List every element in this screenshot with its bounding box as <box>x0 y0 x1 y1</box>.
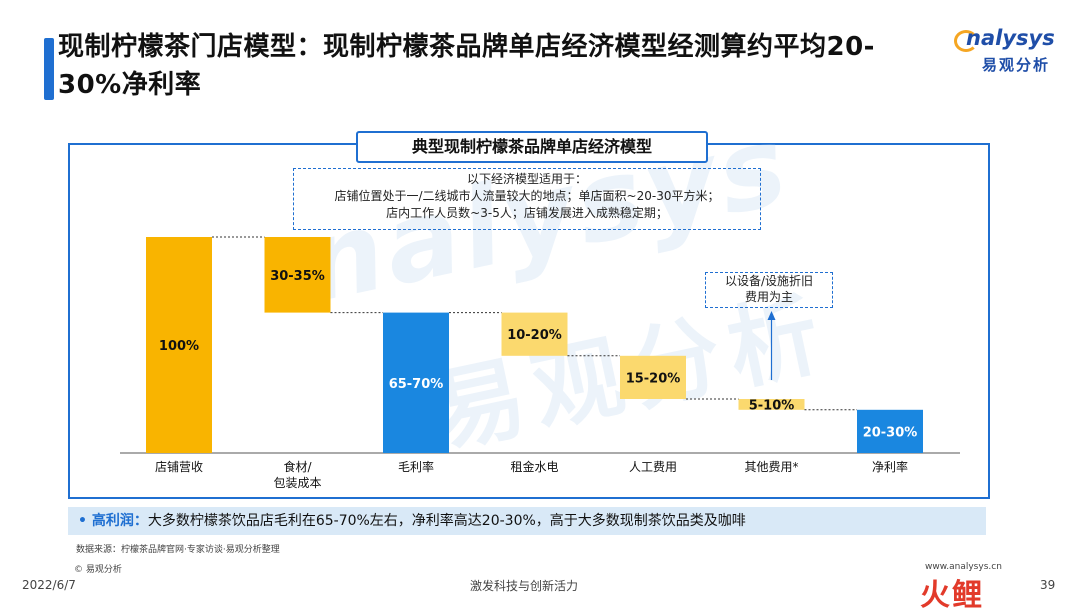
page-number: 39 <box>1040 578 1056 592</box>
bar-label-2: 65-70% <box>389 377 444 392</box>
bar-0 <box>146 237 212 453</box>
chart-title: 典型现制柠檬茶品牌单店经济模型 <box>356 131 708 163</box>
assumption-note: 以下经济模型适用于： 店铺位置处于一/二线城市人流量较大的地点；单店面积~20-… <box>293 168 761 230</box>
category-label-3: 租金水电 <box>510 459 558 474</box>
assumption-note-line2: 店铺位置处于一/二线城市人流量较大的地点；单店面积~20-30平方米； <box>334 189 720 203</box>
bar-label-6: 20-30% <box>863 425 918 440</box>
page-title: 现制柠檬茶门店模型：现制柠檬茶品牌单店经济模型经测算约平均20-30%净利率 <box>58 32 875 100</box>
category-label-5: 其他费用* <box>744 460 798 474</box>
logo-swoosh-icon <box>954 30 978 52</box>
note-arrow-head-icon <box>767 311 776 320</box>
bar-label-5: 5-10% <box>749 398 795 413</box>
bar-2 <box>383 312 449 453</box>
highlight-banner: • 高利润：大多数柠檬茶饮品店毛利在65-70%左右，净利率高达20-30%，高… <box>68 507 986 535</box>
bar-4 <box>620 355 686 399</box>
category-label-1-0: 食材/ <box>283 459 312 474</box>
depreciation-note: 以设备/设施折旧 费用为主 <box>705 272 833 308</box>
bar-label-3: 10-20% <box>507 328 562 343</box>
depreciation-note-line1: 以设备/设施折旧 <box>724 274 814 288</box>
bar-6 <box>857 409 923 453</box>
category-label-1-1: 包装成本 <box>273 476 321 490</box>
bar-label-1: 30-35% <box>270 269 325 284</box>
assumption-note-line3: 店内工作人员数~3-5人；店铺发展进入成熟稳定期； <box>386 206 668 220</box>
highlight-text: 大多数柠檬茶饮品店毛利在65-70%左右，净利率高达20-30%，高于大多数现制… <box>147 513 746 529</box>
highlight-lead: • 高利润： <box>78 513 148 529</box>
brand-logo: nalysys 易观分析 <box>952 26 1072 86</box>
bar-label-0: 100% <box>159 339 199 354</box>
title-accent-bar <box>44 38 54 100</box>
assumption-note-line1: 以下经济模型适用于： <box>466 172 587 186</box>
data-source: 数据来源：柠檬茶品牌官网·专家访谈·易观分析整理 <box>76 545 280 555</box>
bar-1 <box>264 237 331 313</box>
footer-slogan: 激发科技与创新活力 <box>470 579 579 593</box>
footer-url: www.analysys.cn <box>925 562 1002 572</box>
bar-3 <box>501 312 568 356</box>
category-label-6: 净利率 <box>872 459 908 474</box>
bar-5 <box>738 399 805 410</box>
bar-label-4: 15-20% <box>626 371 681 386</box>
copyright: © 易观分析 <box>74 565 122 575</box>
logo-text-en: nalysys <box>966 26 1055 50</box>
depreciation-note-line2: 费用为主 <box>744 290 793 304</box>
category-label-4: 人工费用 <box>629 460 677 474</box>
category-label-0: 店铺营收 <box>155 460 203 474</box>
corner-logo: 火鲤 <box>920 578 984 613</box>
logo-text-cn: 易观分析 <box>982 56 1051 74</box>
footer-date: 2022/6/7 <box>22 578 76 592</box>
category-label-2: 毛利率 <box>398 459 434 474</box>
